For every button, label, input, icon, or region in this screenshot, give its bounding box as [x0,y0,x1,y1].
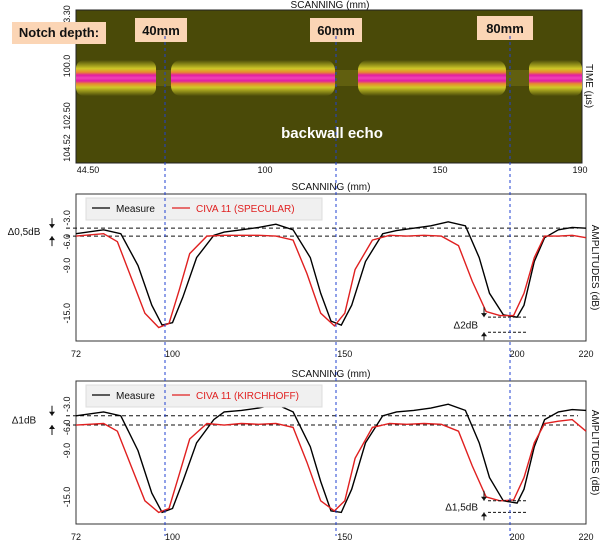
bscan-xtick: 100 [257,165,272,175]
bscan-band-segment [529,60,582,96]
y-tick-label: -9.0 [62,443,72,459]
x-tick-label: 220 [578,532,593,541]
y-tick-label: -15.0 [62,303,72,324]
bscan-notch-shadow [335,70,358,86]
y-tick-label: -6.0 [62,420,72,436]
x-tick-label: 150 [337,532,352,541]
bscan-panel: SCANNING (mm) TIME (µs) 3.30 100.0 102.5… [12,0,594,175]
x-tick-label: 72 [71,532,81,541]
delta-annotation: Δ2dB [454,321,479,332]
delta-annotation: Δ0,5dB [8,227,41,238]
bscan-xlabel: SCANNING (mm) [291,0,370,11]
delta-annotation: Δ1dB [12,415,37,426]
bscan-notch-shadow [156,70,171,86]
legend-box [85,384,323,408]
bscan-notch-shadow [506,70,529,86]
legend-label: CIVA 11 (SPECULAR) [196,204,295,215]
bscan-band-segment [76,60,156,96]
bscan-xtick: 190 [572,165,587,175]
delta-arrowhead [481,332,487,337]
delta-arrowhead [49,425,55,430]
amplitude-xlabel: SCANNING (mm) [292,182,371,193]
y-tick-label: -6.0 [62,234,72,250]
series-line-measure [75,403,587,514]
bscan-ytick: 102.50 [62,102,72,130]
amplitude-panel-kirchhoff: SCANNING (mm) AMPLITUDES (dB) 72 100 150 200 2… [12,369,600,542]
delta-arrowhead [49,224,55,229]
y-tick-label: -3.0 [62,210,72,226]
amplitude-ylabel: AMPLITUDES (dB) [589,410,600,496]
bscan-band-segment [171,60,335,96]
backwall-echo-label: backwall echo [281,125,383,142]
legend-label: CIVA 11 (KIRCHHOFF) [196,391,299,402]
notch-depth-tag-box [12,22,106,44]
notch-tag-40: 40mm [142,23,180,38]
legend-label: Measure [116,204,155,215]
series-line-civa [75,418,587,514]
delta-arrowhead [49,236,55,241]
delta-arrowhead [481,313,487,318]
bscan-xtick: 44.50 [77,165,100,175]
x-tick-label: 220 [578,349,593,359]
bscan-ytick: 104.52 [62,134,72,162]
x-tick-label: 200 [510,349,525,359]
notch-tag-box-80 [477,16,533,40]
bscan-xtick: 150 [432,165,447,175]
amplitude-panel-specular: SCANNING (mm) AMPLITUDES (dB) 72 100 150 200 2… [8,182,600,359]
notch-tag-80: 80mm [486,21,524,36]
bscan-band-segment [358,60,506,96]
amplitude-xlabel: SCANNING (mm) [292,369,371,380]
legend-box [85,197,323,221]
series-line-measure [75,221,587,326]
x-tick-label: 200 [510,532,525,541]
amplitude-ylabel: AMPLITUDES (dB) [589,225,600,311]
bscan-ytick: 3.30 [62,5,72,23]
delta-arrowhead [481,512,487,517]
x-tick-label: 100 [165,349,180,359]
y-tick-label: -15.0 [62,487,72,508]
bscan-ytick: 100.0 [62,55,72,78]
bscan-ylabel: TIME (µs) [583,64,594,108]
x-tick-label: 72 [71,349,81,359]
notch-depth-tag: Notch depth: [19,25,99,40]
x-tick-label: 100 [165,532,180,541]
notch-tag-60: 60mm [317,23,355,38]
delta-annotation: Δ1,5dB [445,503,478,514]
legend-label: Measure [116,391,155,402]
delta-arrowhead [49,411,55,416]
notch-tag-box-40 [135,18,187,42]
x-tick-label: 150 [337,349,352,359]
series-line-civa [75,232,587,329]
y-tick-label: -9.0 [62,258,72,274]
delta-arrowhead [481,496,487,501]
y-tick-label: -3.0 [62,396,72,412]
